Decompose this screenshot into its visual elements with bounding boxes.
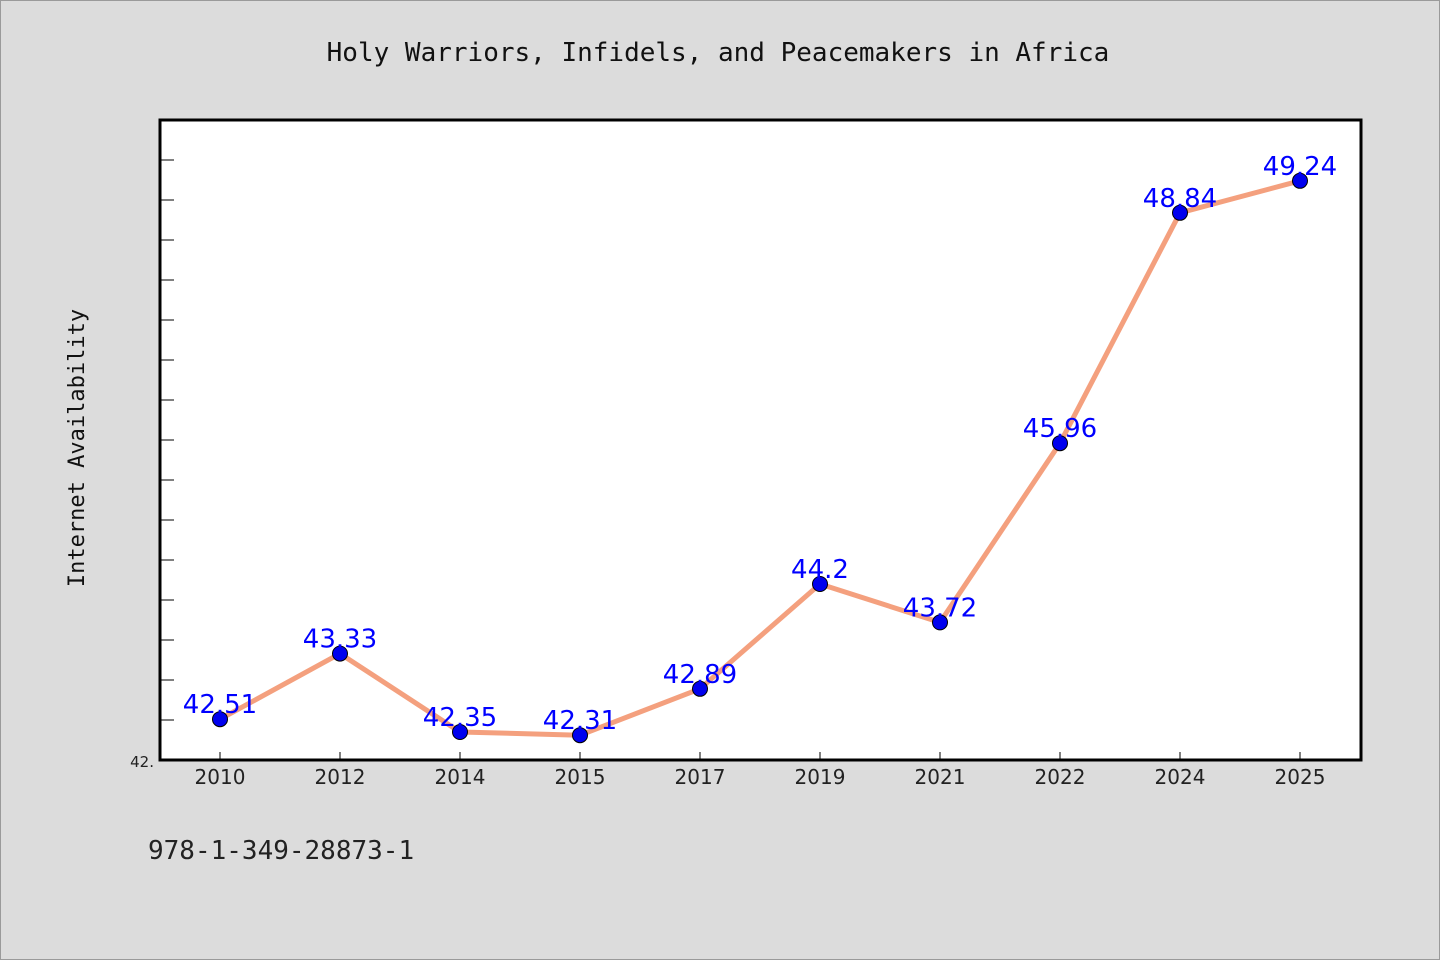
x-axis-tick-labels: 2010 2012 2014 2015 2017 2019 2021 2022 2024 2025 xyxy=(195,765,1326,789)
data-point xyxy=(452,724,468,740)
plot-area xyxy=(158,118,1363,762)
data-label: 42.31 xyxy=(543,706,617,736)
isbn-text: 978-1-349-28873-1 xyxy=(148,836,415,866)
data-markers xyxy=(212,172,1308,744)
x-tick-label: 2024 xyxy=(1155,765,1206,789)
data-point xyxy=(332,645,348,662)
y-tick-label: 42. xyxy=(130,753,154,771)
x-tick-label: 2012 xyxy=(315,765,366,789)
x-tick-label: 2022 xyxy=(1035,765,1086,789)
x-tick-label: 2019 xyxy=(795,765,846,789)
data-label: 43.72 xyxy=(903,593,977,623)
data-point xyxy=(812,576,828,592)
x-tick-label: 2015 xyxy=(555,765,606,789)
data-point xyxy=(1292,172,1308,189)
data-label: 42.51 xyxy=(183,690,257,720)
chart-title: Holy Warriors, Infidels, and Peacemakers… xyxy=(327,38,1110,68)
y-axis-ticks xyxy=(160,159,174,721)
x-tick-label: 2021 xyxy=(915,765,966,789)
data-point xyxy=(692,680,708,697)
data-label: 49.24 xyxy=(1263,152,1337,182)
data-label: 43.33 xyxy=(303,625,377,655)
series-line xyxy=(217,178,1303,738)
data-point xyxy=(212,711,228,728)
data-label: 45.96 xyxy=(1023,414,1097,444)
data-point xyxy=(932,614,948,631)
data-point xyxy=(1172,204,1188,221)
data-label: 44.2 xyxy=(791,555,849,585)
data-label: 42.89 xyxy=(663,660,737,690)
x-tick-label: 2017 xyxy=(675,765,726,789)
data-label: 48.84 xyxy=(1143,184,1217,214)
x-tick-label: 2010 xyxy=(195,765,246,789)
x-tick-label: 2025 xyxy=(1275,765,1326,789)
data-labels: 42.51 43.33 42.35 42.31 42.89 44.2 43.72 45.96 4… xyxy=(183,152,1337,736)
y-axis-label: Internet Availability xyxy=(65,309,90,587)
data-point xyxy=(572,727,588,744)
data-point xyxy=(1052,435,1068,452)
x-tick-label: 2014 xyxy=(435,765,486,789)
data-label: 42.35 xyxy=(423,703,497,733)
x-axis-ticks xyxy=(219,752,1301,760)
